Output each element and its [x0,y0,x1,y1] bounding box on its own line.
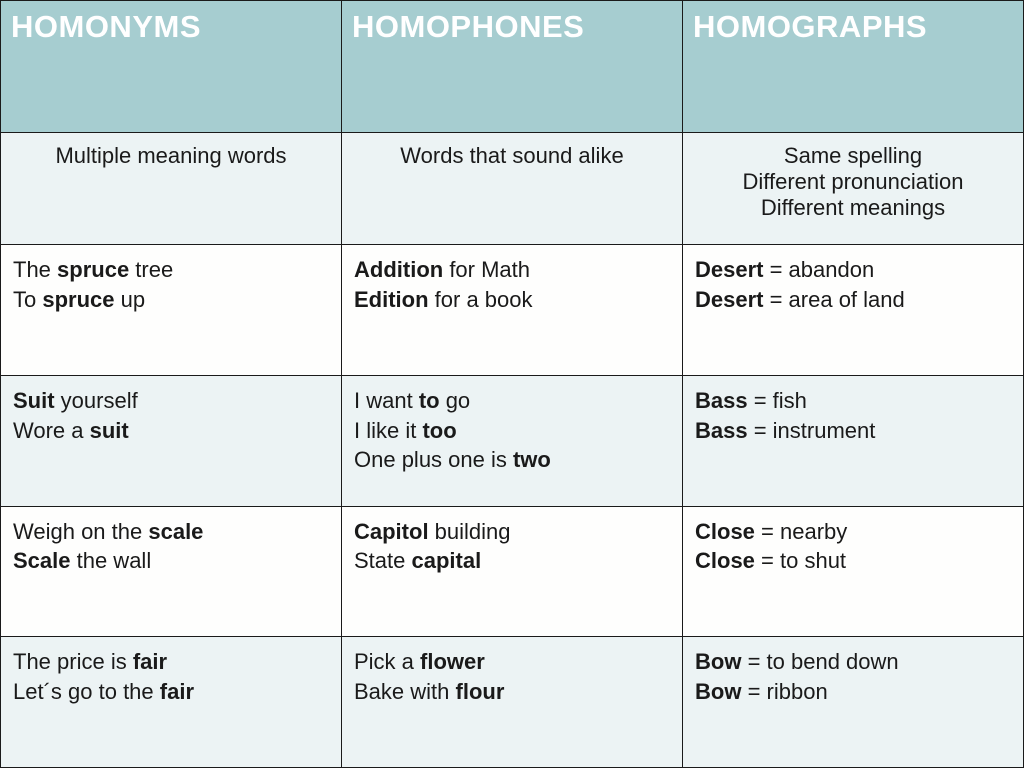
cell-homophones: Addition for MathEdition for a book [342,245,683,376]
cell-homographs: Close = nearbyClose = to shut [683,506,1024,637]
homonyms-table: HOMONYMS HOMOPHONES HOMOGRAPHS Multiple … [0,0,1024,768]
cell-homographs: Desert = abandonDesert = area of land [683,245,1024,376]
cell-homographs: Bass = fishBass = instrument [683,375,1024,506]
def-homographs: Same spellingDifferent pronunciationDiff… [683,133,1024,245]
cell-homonyms: The price is fairLet´s go to the fair [1,637,342,768]
cell-homographs: Bow = to bend downBow = ribbon [683,637,1024,768]
def-homonyms: Multiple meaning words [1,133,342,245]
header-homonyms: HOMONYMS [1,1,342,133]
header-homophones: HOMOPHONES [342,1,683,133]
table-row: Suit yourselfWore a suit I want to goI l… [1,375,1024,506]
def-homophones: Words that sound alike [342,133,683,245]
table-row: The price is fairLet´s go to the fair Pi… [1,637,1024,768]
cell-homonyms: Weigh on the scaleScale the wall [1,506,342,637]
cell-homophones: Capitol buildingState capital [342,506,683,637]
cell-homophones: Pick a flowerBake with flour [342,637,683,768]
definition-row: Multiple meaning words Words that sound … [1,133,1024,245]
table-row: The spruce treeTo spruce up Addition for… [1,245,1024,376]
header-homographs: HOMOGRAPHS [683,1,1024,133]
cell-homonyms: The spruce treeTo spruce up [1,245,342,376]
table-row: Weigh on the scaleScale the wall Capitol… [1,506,1024,637]
cell-homophones: I want to goI like it tooOne plus one is… [342,375,683,506]
cell-homonyms: Suit yourselfWore a suit [1,375,342,506]
header-row: HOMONYMS HOMOPHONES HOMOGRAPHS [1,1,1024,133]
